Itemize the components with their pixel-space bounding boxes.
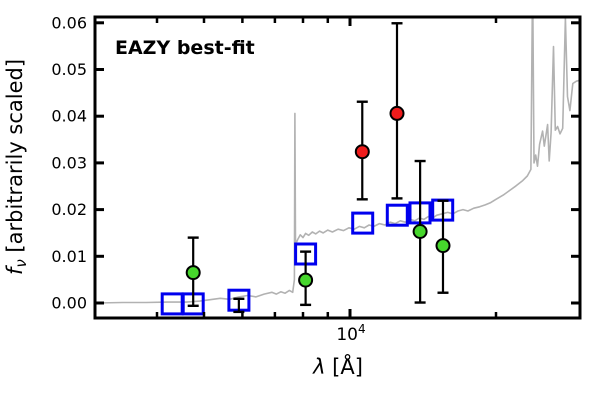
marker-group — [160, 22, 455, 316]
y-tick-label: 0.06 — [51, 13, 87, 32]
observed-point — [412, 224, 428, 239]
observed-point — [389, 105, 405, 121]
y-tick-labels: 0.00 0.01 0.02 0.03 0.04 0.05 0.06 — [51, 13, 87, 312]
plot-frame — [93, 15, 582, 320]
y-tick-label: 0.00 — [51, 294, 87, 313]
y-tick-label: 0.05 — [51, 60, 87, 79]
y-axis-label: fν [arbitrarily scaled] — [3, 59, 30, 275]
x-tick-label: 104 — [336, 322, 365, 345]
spectrum-group — [96, 17, 580, 304]
y-tick-label: 0.03 — [51, 153, 87, 172]
model-photometry-square — [351, 211, 375, 235]
annotation-eazy-best-fit: EAZY best-fit — [115, 37, 255, 59]
model-photometry-square — [160, 292, 184, 316]
observed-point — [354, 144, 370, 160]
spectrum-line — [96, 17, 580, 304]
tick-group — [95, 17, 580, 318]
y-tick-label: 0.02 — [51, 200, 87, 219]
observed-point — [185, 265, 201, 281]
y-tick-label: 0.04 — [51, 107, 87, 126]
observed-point — [298, 272, 314, 288]
x-axis-label: λ [Å] — [312, 353, 363, 379]
y-tick-label: 0.01 — [51, 247, 87, 266]
observed-point — [435, 238, 451, 254]
model-photometry-square — [385, 203, 409, 227]
observed-errorbar — [233, 297, 245, 314]
